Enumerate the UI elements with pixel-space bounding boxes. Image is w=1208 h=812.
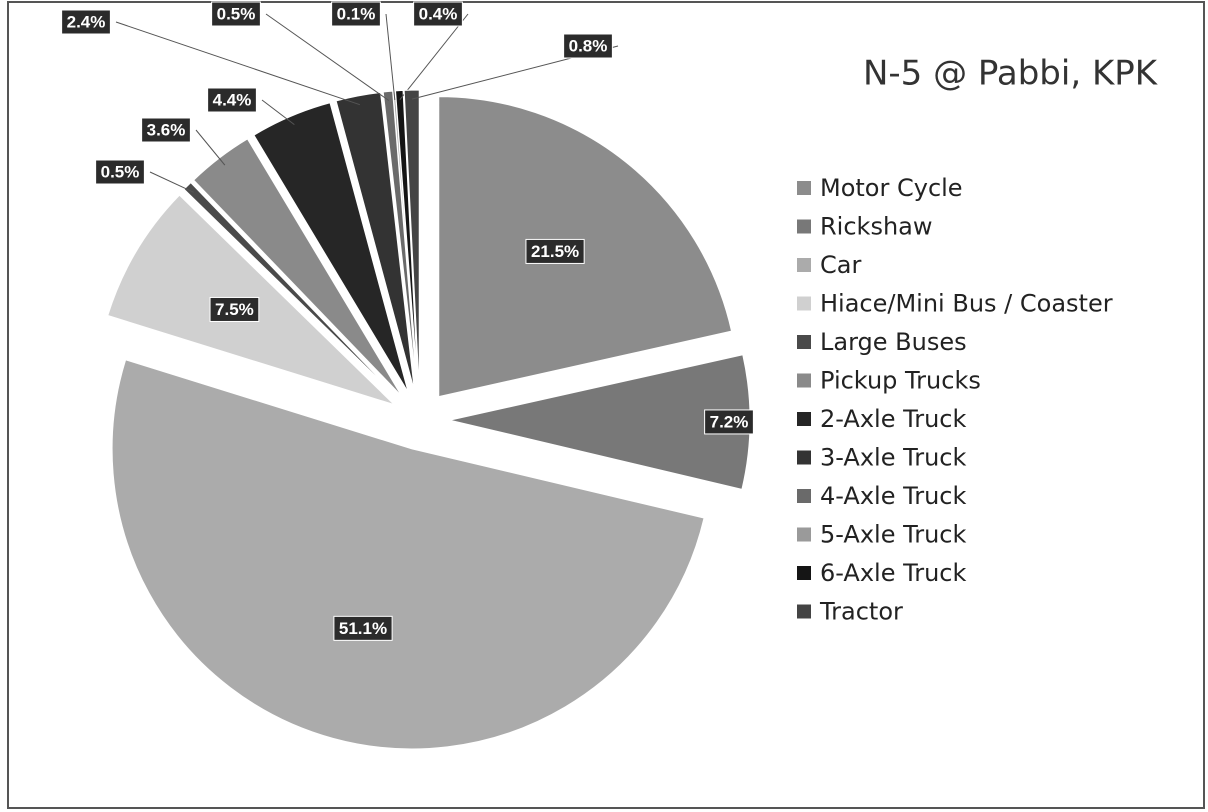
legend-label: Rickshaw: [820, 213, 933, 241]
data-label-box: [331, 1, 381, 27]
data-label-box: [563, 33, 613, 59]
legend-swatch: [797, 527, 811, 542]
leader-line: [195, 129, 226, 166]
legend-swatch: [797, 335, 811, 349]
pie-slice: [111, 359, 705, 750]
pie-slice: [253, 102, 409, 393]
legend-swatch: [797, 604, 811, 619]
data-label-box: [209, 296, 260, 322]
legend-label: Hiace/Mini Bus / Coaster: [820, 290, 1113, 318]
data-label-box: [413, 1, 463, 27]
legend-swatch: [797, 219, 811, 234]
leader-line: [265, 13, 390, 101]
data-label: 3.6%: [147, 120, 186, 139]
data-label-box: [207, 87, 257, 113]
leader-line: [149, 171, 194, 193]
legend-swatch: [797, 450, 811, 465]
data-label: 4.4%: [213, 90, 252, 109]
data-label-box: [704, 409, 754, 435]
data-label: 0.5%: [101, 162, 140, 181]
legend-swatch: [797, 489, 811, 503]
legend-label: Tractor: [819, 598, 903, 626]
data-label: 51.1%: [339, 619, 387, 638]
data-label: 7.2%: [710, 412, 749, 431]
legend-swatch: [797, 181, 811, 195]
legend-swatch: [797, 412, 811, 426]
data-label: 21.5%: [531, 242, 579, 261]
data-label: 0.1%: [337, 4, 376, 23]
data-label: 0.8%: [569, 36, 608, 55]
data-label: 7.5%: [215, 300, 254, 319]
legend-label: 4-Axle Truck: [820, 482, 966, 510]
pie-slice: [438, 96, 733, 398]
data-label-box: [141, 117, 191, 143]
data-label: 0.5%: [217, 4, 256, 23]
data-label-box: [333, 615, 393, 641]
data-label-box: [525, 238, 585, 264]
legend-label: 6-Axle Truck: [820, 559, 966, 587]
legend-label: 2-Axle Truck: [820, 405, 966, 433]
data-label: 0.4%: [419, 4, 458, 23]
legend-swatch: [797, 258, 811, 272]
chart-title: N-5 @ Pabbi, KPK: [863, 54, 1159, 94]
legend-swatch: [797, 296, 811, 311]
leader-line: [261, 99, 295, 126]
legend-label: Large Buses: [820, 328, 967, 356]
data-label-box: [95, 159, 145, 185]
data-label-box: [211, 1, 261, 27]
pie-slice: [183, 181, 400, 400]
legend-swatch: [797, 373, 811, 388]
legend-label: 5-Axle Truck: [820, 521, 966, 549]
leader-line: [385, 13, 396, 101]
data-label-box: [61, 9, 111, 35]
legend-label: 3-Axle Truck: [820, 444, 966, 472]
pie-slice: [335, 91, 415, 391]
legend-swatch: [797, 566, 811, 580]
pie-slice: [403, 89, 420, 391]
legend-label: Pickup Trucks: [820, 367, 981, 395]
leader-line: [115, 21, 361, 106]
legend-label: Motor Cycle: [820, 174, 963, 202]
leader-line: [399, 13, 469, 100]
pie-slice: [382, 90, 418, 391]
legend-label: Car: [820, 251, 861, 279]
pie-slice: [394, 89, 419, 391]
data-label: 2.4%: [67, 12, 106, 31]
